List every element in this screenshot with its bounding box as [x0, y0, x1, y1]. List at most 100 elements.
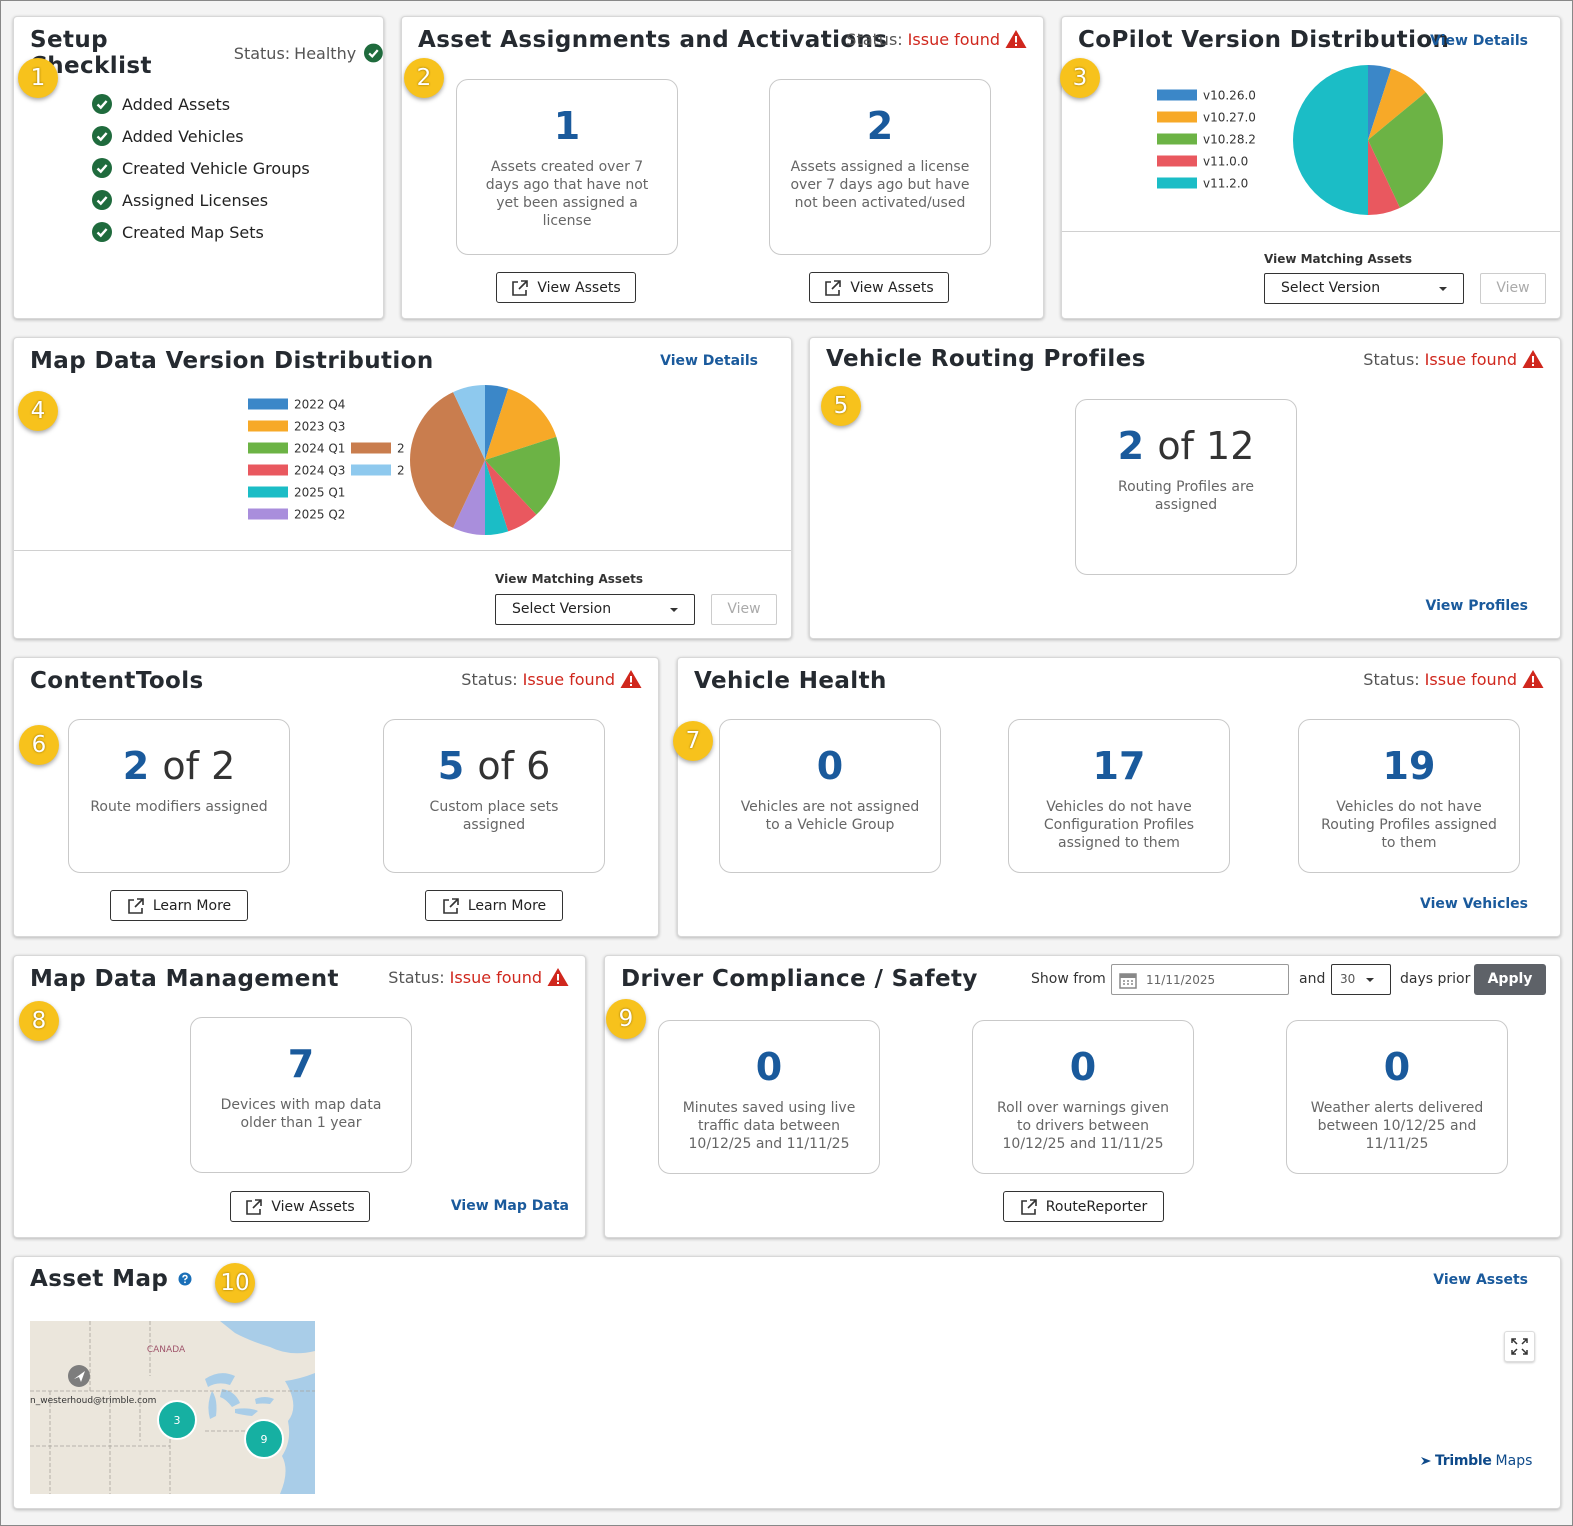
warning-icon-part [557, 982, 559, 984]
map-shape [74, 1371, 85, 1382]
status-value: Issue found [449, 967, 542, 987]
checklist-label: Created Map Sets [122, 222, 264, 242]
calendar-icon-part [1123, 979, 1133, 985]
status: Status: Issue found [1363, 669, 1544, 689]
button[interactable]: View Assets [496, 272, 636, 303]
status-value: Healthy [294, 43, 357, 63]
map: CANADA n_westerhoud@trimble.com 3 9 [30, 1321, 315, 1494]
link[interactable]: View Assets [1433, 1272, 1528, 1288]
button[interactable]: RouteReporter [1003, 1191, 1164, 1222]
metric-value: 1 [457, 104, 677, 148]
check-icon-part [92, 190, 112, 210]
metric-number: 19 [1382, 744, 1436, 788]
step-badge: 9 [606, 999, 646, 1039]
checklist-item: Created Map Sets [92, 222, 264, 242]
metric-description: Weather alerts delivered between 10/12/2… [1310, 1100, 1484, 1152]
status-value: Issue found [1424, 669, 1517, 689]
panel-title: Asset Assignments and Activations [418, 27, 888, 53]
external-link-icon-part [1020, 1199, 1036, 1215]
metric-card: 0 Vehicles are not assigned to a Vehicle … [719, 719, 941, 873]
version-select[interactable]: Select Version [495, 594, 695, 625]
fullscreen-icon [1511, 1338, 1528, 1355]
external-link-icon [1020, 1198, 1037, 1215]
metric-value: 0 [720, 744, 940, 788]
checklist-item: Added Assets [92, 94, 230, 114]
button[interactable]: View Assets [230, 1191, 370, 1222]
external-link-icon-part [512, 280, 528, 296]
link[interactable]: View Details [1430, 33, 1528, 49]
panel-title: ContentTools [30, 668, 204, 694]
metric-value: 19 [1299, 744, 1519, 788]
map-shape [280, 1373, 315, 1494]
legend-label: 2024 Q1 [294, 442, 345, 456]
external-link-icon-part [134, 897, 144, 908]
legend-label: 2022 Q4 [294, 398, 345, 412]
link[interactable]: View Map Data [450, 1198, 569, 1214]
metric-number: 2 [122, 744, 150, 788]
metric-card: 0 Weather alerts delivered between 10/12/… [1286, 1020, 1508, 1174]
metric-card: 5 of 6 Custom place sets assigned [383, 719, 605, 873]
metric-number: 0 [1069, 1045, 1097, 1089]
button[interactable]: View Assets [809, 272, 949, 303]
panel: Asset Map View Assets CANADA n_westerhoud@… [13, 1256, 1561, 1509]
logo-mark [1421, 1457, 1431, 1465]
view-button: View [711, 594, 777, 625]
button[interactable]: Learn More [425, 890, 563, 921]
external-link-icon [246, 1198, 263, 1215]
metric-description: Devices with map data older than 1 year [220, 1097, 382, 1131]
external-link-icon-part [252, 1198, 263, 1209]
check-icon [92, 158, 112, 178]
warning-icon [1005, 30, 1027, 48]
step-badge: 8 [19, 1001, 59, 1041]
check-icon [92, 222, 112, 242]
link[interactable]: View Profiles [1425, 598, 1528, 614]
apply-button[interactable]: Apply [1474, 964, 1546, 995]
metric-number: 7 [287, 1042, 315, 1086]
metric-description: Assets created over 7 days ago that have… [485, 159, 649, 229]
panel: Driver Compliance / Safety Show from 11/11… [604, 955, 1561, 1238]
link[interactable]: View Vehicles [1420, 896, 1528, 912]
metric-value: 17 [1009, 744, 1229, 788]
days-prior-label: days prior [1400, 971, 1471, 987]
legend-swatch [1157, 177, 1197, 189]
map-shape [255, 1397, 274, 1404]
status: Status: Issue found [1363, 349, 1544, 369]
metric-description: Custom place sets assigned [429, 799, 559, 833]
metric-number: 17 [1092, 744, 1146, 788]
pie-slice [1368, 65, 1392, 140]
metric-number: 0 [1383, 1045, 1411, 1089]
legend-swatch [248, 398, 288, 410]
warning-icon [620, 670, 642, 688]
map-shape [244, 1419, 284, 1459]
metric-value: 2 of 12 [1076, 424, 1296, 468]
check-icon-part [92, 94, 112, 114]
legend-label: 2 [397, 442, 405, 456]
metric-number: 5 [437, 744, 465, 788]
title-row: Setup Checklist Status: Healthy [30, 27, 383, 79]
days-select[interactable]: 30 [1331, 964, 1391, 995]
legend-swatch [351, 464, 391, 476]
check-icon [92, 126, 112, 146]
status-value: Issue found [1424, 349, 1517, 369]
panel: Asset Assignments and Activations Status:… [401, 16, 1044, 319]
warning-icon [547, 968, 569, 986]
warning-icon-part [557, 974, 559, 981]
fullscreen-button[interactable] [1504, 1331, 1535, 1362]
button[interactable]: Learn More [110, 890, 248, 921]
date-input[interactable]: 11/11/2025 [1111, 964, 1289, 995]
link[interactable]: View Details [660, 353, 758, 369]
external-link-icon [825, 279, 842, 296]
version-select[interactable]: Select Version [1264, 273, 1464, 304]
status-label: Status: [1363, 349, 1420, 369]
warning-icon-part [1532, 684, 1534, 686]
checklist-label: Created Vehicle Groups [122, 158, 310, 178]
external-link-icon-part [1027, 1198, 1037, 1209]
step-badge: 3 [1060, 58, 1100, 98]
divider [14, 550, 791, 551]
metric-card: 2 of 2 Route modifiers assigned [68, 719, 290, 873]
check-icon-part [96, 196, 108, 206]
map-shape [30, 1321, 315, 1494]
legend-label: 2 [397, 464, 405, 478]
metric-total: of 2 [162, 744, 236, 788]
pie-slice [1368, 92, 1443, 208]
